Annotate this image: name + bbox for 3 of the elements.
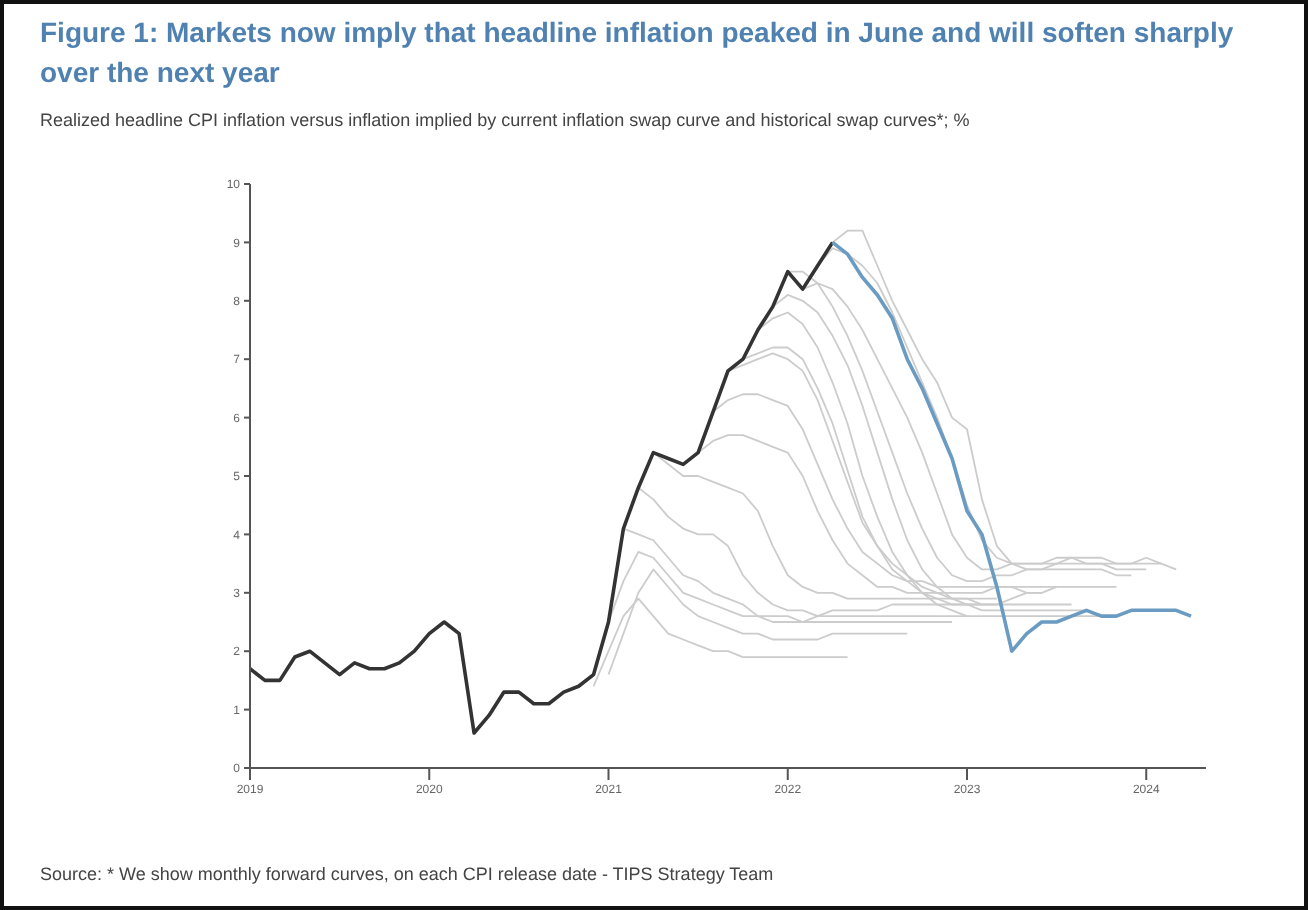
source-note: Source: * We show monthly forward curves, on each CPI release date - TIPS Strategy Team bbox=[40, 864, 774, 884]
chart-title: Figure 1: Markets now imply that headline inflation peaked in June and will soften sharply over the next year bbox=[40, 14, 1236, 92]
chart-subtitle: Realized headline CPI inflation versus inflation implied by current inflation swap curve and historical swap curves*; % bbox=[40, 110, 972, 130]
